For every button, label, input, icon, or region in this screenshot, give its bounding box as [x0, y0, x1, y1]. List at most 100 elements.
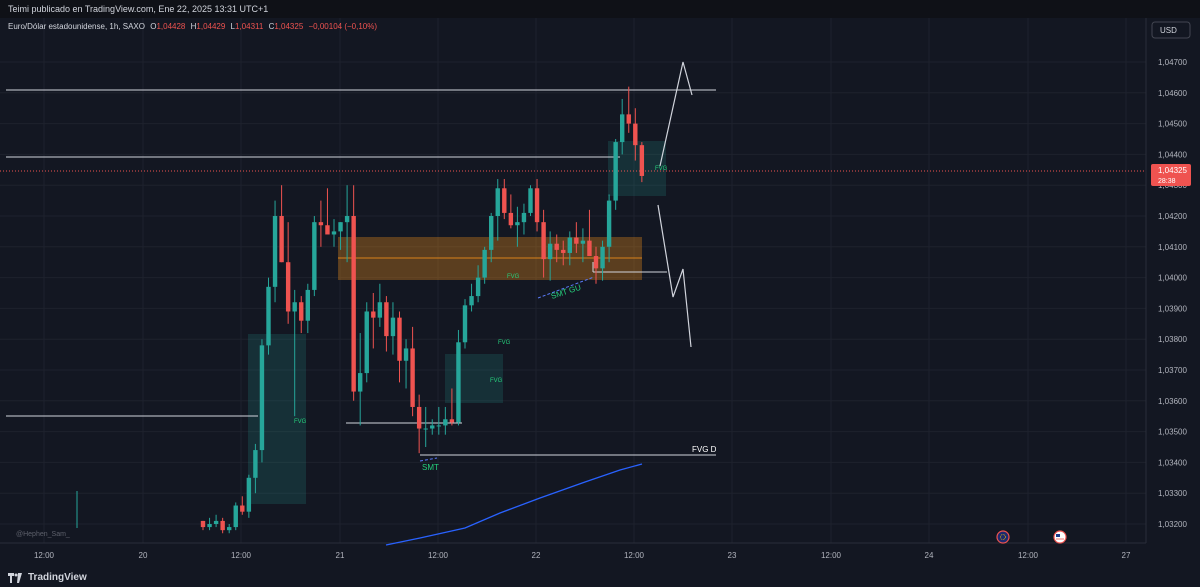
price-tick-label: 1,03900 — [1158, 304, 1187, 313]
candle-body — [528, 188, 533, 213]
price-tick-label: 1,03400 — [1158, 458, 1187, 467]
price-axis[interactable] — [1146, 18, 1200, 543]
price-tick-label: 1,04000 — [1158, 274, 1187, 283]
symbol-label[interactable]: Euro/Dólar estadounidense, 1h, SAXO — [8, 22, 145, 31]
open-label: O — [150, 22, 157, 31]
candle-body — [449, 419, 455, 423]
candle-body — [443, 419, 448, 426]
candle-body — [436, 425, 441, 427]
candle-body — [220, 520, 225, 531]
candle-body — [534, 188, 540, 223]
candle-body — [541, 222, 546, 260]
currency-button[interactable] — [1151, 21, 1191, 39]
candle-body — [593, 256, 599, 269]
time-tick-label: 24 — [925, 551, 934, 560]
candle-body — [502, 188, 507, 213]
candle-body — [469, 296, 474, 306]
time-tick-label: 12:00 — [231, 551, 252, 560]
candle-body — [233, 505, 238, 528]
candle-body — [613, 142, 618, 201]
candle-body — [456, 342, 461, 423]
candle-body — [567, 237, 572, 253]
candle-body — [371, 311, 376, 318]
candle-body — [364, 311, 369, 374]
candle-body — [639, 145, 645, 176]
candle-body — [227, 527, 232, 531]
us-event-icon[interactable] — [1053, 530, 1067, 544]
low-value: 1,04311 — [235, 22, 264, 31]
close-label: C — [268, 22, 275, 31]
candle-body — [213, 520, 219, 524]
candle-body — [312, 222, 317, 290]
fvg-d-label: FVG D — [692, 445, 717, 454]
current-price-tag — [1151, 164, 1191, 186]
candle-body — [377, 302, 383, 318]
candle-body — [587, 240, 592, 257]
candle-body — [430, 425, 435, 429]
fvg-zone-2 — [445, 354, 503, 403]
close-value: 1,04325 — [274, 22, 304, 31]
candle-body — [358, 373, 363, 392]
candle-body — [279, 216, 284, 263]
price-tick-label: 1,04500 — [1158, 120, 1187, 129]
candle-body — [626, 114, 631, 124]
projection-up — [659, 61, 693, 167]
smt-divergence — [419, 457, 438, 462]
low-label: L — [230, 22, 235, 31]
projection-down — [657, 204, 692, 348]
candle-body — [325, 225, 330, 235]
candle-body — [633, 123, 638, 146]
candle-body — [508, 212, 514, 226]
price-tick-label: 1,03800 — [1158, 335, 1187, 344]
candle-body — [207, 524, 212, 528]
candle-body — [397, 317, 402, 361]
candle-body — [246, 477, 252, 512]
price-tick-label: 1,04200 — [1158, 212, 1187, 221]
time-tick-label: 12:00 — [34, 551, 55, 560]
brand-name[interactable]: TradingView — [28, 572, 87, 583]
candle-body — [515, 222, 520, 226]
eu-event-icon[interactable] — [996, 530, 1010, 544]
fvg-label-1: FVG — [294, 419, 307, 425]
bar-countdown: 28:38 — [1158, 178, 1176, 185]
candle-body — [390, 317, 396, 337]
price-tick-label: 1,04600 — [1158, 89, 1187, 98]
candle-body — [489, 216, 494, 250]
publish-header: Teimi publicado en TradingView.com, Ene … — [0, 0, 1200, 18]
tradingview-logo-icon[interactable] — [8, 572, 24, 583]
candle-body — [600, 246, 605, 269]
candle-body — [580, 240, 586, 244]
current-price-value: 1,04325 — [1158, 166, 1187, 175]
candle-body — [620, 114, 625, 143]
time-tick-label: 23 — [728, 551, 737, 560]
candle-body — [416, 406, 422, 429]
candle-body — [547, 243, 553, 260]
candle-body — [403, 348, 409, 361]
change-value: −0,00104 (−0,10%) — [308, 22, 378, 31]
time-tick-label: 12:00 — [821, 551, 842, 560]
candle-body — [305, 289, 310, 321]
footer-bar: TradingView — [0, 568, 1200, 587]
candle-body — [482, 249, 487, 278]
candle-body — [521, 212, 527, 223]
candle-body — [554, 243, 559, 250]
high-label: H — [190, 22, 197, 31]
candle-body — [423, 428, 428, 430]
price-tick-label: 1,03600 — [1158, 397, 1187, 406]
candle-body — [475, 277, 481, 297]
price-tick-label: 1,04700 — [1158, 58, 1187, 67]
time-tick-label: 21 — [336, 551, 345, 560]
candle-body — [462, 305, 468, 343]
fvg-label-4: FVG — [507, 274, 520, 280]
time-tick-label: 22 — [532, 551, 541, 560]
candle-body — [344, 216, 350, 223]
candle-body — [574, 237, 579, 244]
moving-average-line — [385, 463, 643, 546]
price-chart[interactable]: 1,047001,046001,045001,044001,043001,042… — [0, 18, 1200, 568]
fvg-zone-1 — [248, 334, 306, 504]
price-tick-label: 1,04400 — [1158, 150, 1187, 159]
currency-button-label: USD — [1160, 26, 1177, 35]
smt-label: SMT — [422, 463, 439, 472]
fvg-label-3: FVG — [498, 340, 511, 346]
candle-body — [299, 302, 304, 321]
